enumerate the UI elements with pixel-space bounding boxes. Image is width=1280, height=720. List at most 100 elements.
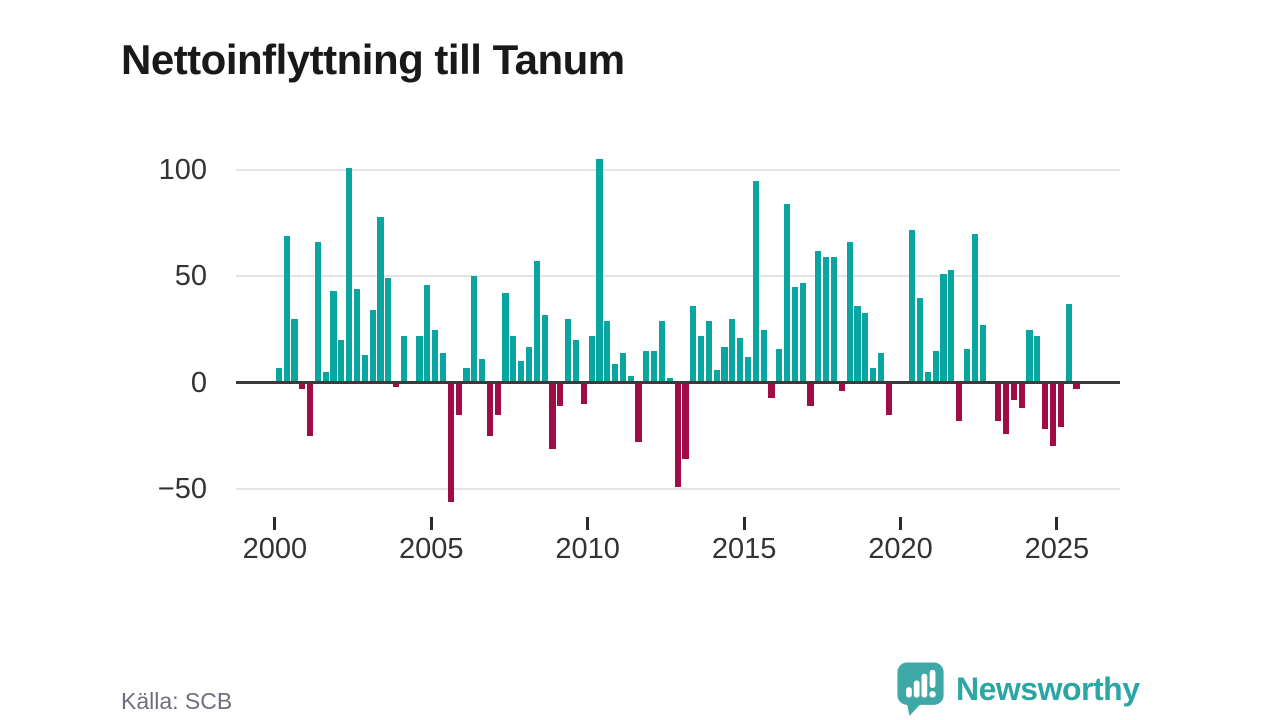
x-tick-2020	[898, 517, 902, 530]
bar-2000-q4	[299, 382, 306, 390]
y-axis-label--50: −50	[157, 473, 207, 506]
bar-2004-q4	[424, 284, 431, 383]
bar-2016-q4	[799, 282, 806, 383]
bar-2008-q4	[549, 382, 556, 449]
bar-2008-q1	[525, 346, 533, 383]
bar-2012-q2	[658, 321, 666, 383]
bar-2005-q1	[432, 329, 439, 383]
bar-2022-q2	[971, 233, 978, 383]
bar-2020-q2	[909, 229, 916, 383]
bar-2023-q3	[1010, 382, 1017, 400]
bar-2003-q1	[369, 310, 376, 383]
bar-2001-q2	[314, 242, 321, 383]
bar-2025-q2	[1065, 304, 1072, 383]
bar-2002-q2	[346, 167, 353, 383]
x-tick-2025	[1055, 517, 1059, 530]
bar-2019-q3	[885, 382, 892, 415]
x-axis-label-2000: 2000	[242, 533, 308, 565]
bar-2015-q4	[768, 382, 775, 398]
newsworthy-logo: Newsworthy	[896, 662, 1166, 716]
bar-2004-q1	[400, 335, 407, 383]
source-note: Källa: SCB	[121, 688, 233, 714]
bar-2003-q3	[385, 278, 392, 383]
bar-2023-q4	[1018, 382, 1025, 409]
bar-2022-q1	[963, 348, 971, 383]
bar-2017-q1	[807, 382, 814, 407]
bar-2006-q1	[463, 367, 470, 383]
bar-2024-q4	[1049, 382, 1057, 447]
bar-2002-q4	[361, 355, 368, 383]
bar-2020-q4	[924, 372, 931, 383]
bar-2008-q2	[533, 261, 540, 383]
bar-2007-q3	[510, 335, 517, 383]
bar-2019-q2	[877, 352, 885, 383]
x-axis-label-2015: 2015	[711, 533, 777, 565]
bar-2010-q2	[596, 159, 603, 383]
bar-2021-q4	[956, 382, 963, 421]
bar-2014-q3	[729, 318, 736, 383]
bar-2008-q3	[541, 314, 548, 383]
y-axis-label-100: 100	[158, 154, 207, 187]
y-axis-label-0: 0	[190, 366, 207, 399]
bar-2015-q2	[752, 180, 759, 383]
bar-2024-q1	[1026, 329, 1033, 383]
bar-2010-q1	[588, 335, 595, 383]
bar-2021-q3	[948, 269, 955, 383]
bar-2018-q2	[846, 242, 853, 383]
newsworthy-wordmark: Newsworthy	[956, 670, 1140, 707]
bar-2009-q2	[565, 318, 572, 383]
bar-2010-q4	[611, 363, 619, 383]
bar-2018-q1	[838, 382, 845, 392]
bar-2011-q1	[619, 352, 626, 383]
bar-2011-q3	[635, 382, 642, 443]
bar-2005-q2	[439, 352, 447, 383]
bar-2016-q2	[784, 204, 791, 383]
bar-2014-q2	[721, 346, 728, 383]
bar-2023-q1	[995, 382, 1002, 421]
bar-2019-q1	[870, 367, 877, 383]
bar-2000-q3	[291, 318, 298, 383]
y-axis-label-50: 50	[174, 260, 207, 293]
bar-2012-q4	[674, 382, 681, 487]
x-tick-2010	[586, 517, 590, 530]
bar-2013-q3	[697, 335, 705, 383]
bar-2016-q1	[776, 348, 783, 383]
bar-2014-q1	[713, 369, 720, 383]
bar-2025-q1	[1057, 382, 1064, 428]
bar-2017-q2	[815, 250, 822, 383]
bar-2001-q4	[330, 291, 337, 383]
bar-2012-q1	[651, 350, 658, 383]
bar-2009-q1	[557, 382, 564, 407]
bar-2017-q3	[823, 257, 830, 383]
bar-2015-q3	[760, 329, 767, 383]
x-tick-2000	[273, 517, 277, 530]
bar-2002-q3	[353, 289, 361, 383]
bar-2022-q3	[979, 325, 986, 383]
gridline--50	[236, 488, 1120, 491]
bar-2006-q2	[471, 276, 478, 383]
bar-2023-q2	[1002, 382, 1010, 434]
bar-2000-q1	[275, 367, 282, 383]
x-axis-label-2010: 2010	[555, 533, 620, 565]
bar-2000-q2	[283, 235, 290, 383]
bar-2012-q3	[666, 378, 673, 383]
bar-2018-q4	[862, 312, 869, 383]
bar-2014-q4	[737, 338, 744, 383]
x-tick-2015	[742, 517, 746, 530]
bar-2013-q1	[682, 382, 689, 460]
bar-2016-q3	[791, 287, 798, 383]
bar-2006-q4	[486, 382, 494, 436]
bar-2011-q4	[643, 350, 650, 383]
bar-2017-q4	[830, 257, 838, 383]
bar-2011-q2	[627, 376, 634, 383]
bar-2001-q1	[306, 382, 314, 436]
chart-title: Nettoinflyttning till Tanum	[121, 36, 625, 84]
bar-2013-q2	[690, 306, 697, 383]
bar-2001-q3	[322, 372, 329, 383]
bar-2005-q3	[447, 382, 454, 502]
bar-2025-q3	[1073, 382, 1080, 390]
bar-2003-q2	[377, 216, 384, 383]
gridline-50	[236, 275, 1120, 278]
bar-2009-q3	[572, 340, 580, 383]
